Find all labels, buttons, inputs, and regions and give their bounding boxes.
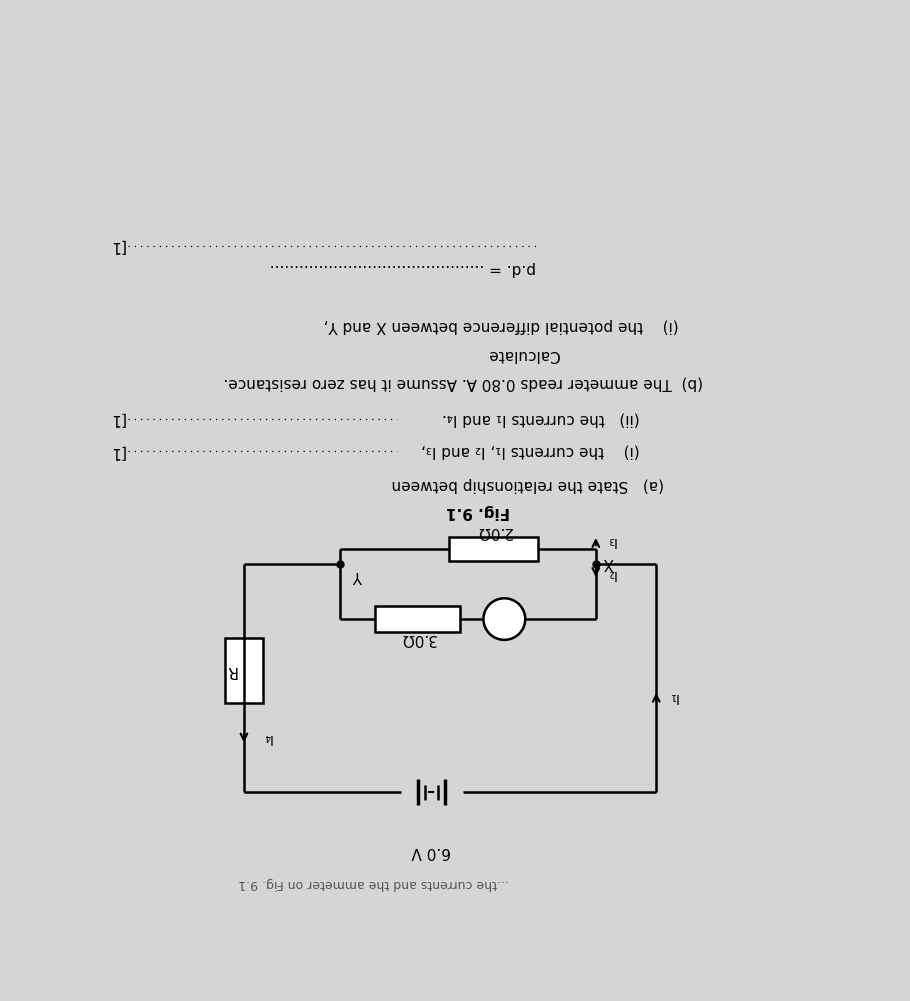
Text: R: R [227,664,237,678]
Bar [375,606,460,633]
Text: (ii)   the currents I₁ and I₄.: (ii) the currents I₁ and I₄. [442,411,664,426]
Text: [1: [1 [109,238,125,253]
Text: (i)    the potential difference between X and Y,: (i) the potential difference between X a… [323,318,703,333]
Text: Calculate: Calculate [490,347,591,362]
Text: [1: [1 [109,443,125,458]
Circle shape [483,599,525,640]
Text: (i)    the currents I₁, I₂ and I₃,: (i) the currents I₁, I₂ and I₃, [421,443,664,458]
Bar [225,638,263,703]
Text: [1: [1 [109,411,125,426]
Text: p.d. = ............................................: p.d. = .................................… [270,261,536,276]
Text: I₂: I₂ [607,568,616,582]
Text: (b)  The ammeter reads 0.80 A. Assume it has zero resistance.: (b) The ammeter reads 0.80 A. Assume it … [223,376,703,391]
Text: ...the currents and the ammeter on Fig. 9.1: ...the currents and the ammeter on Fig. … [238,877,509,890]
Text: X: X [603,555,613,570]
Text: 2.0Ω: 2.0Ω [476,524,511,539]
Text: (a)   State the relationship between: (a) State the relationship between [391,476,664,491]
Text: Y: Y [354,569,363,584]
Text: Fig. 9.1: Fig. 9.1 [446,504,510,519]
Text: I₁: I₁ [669,690,678,704]
Bar [449,537,539,562]
Text: A: A [500,612,510,627]
Text: 6.0 V: 6.0 V [411,844,451,859]
Text: I₃: I₃ [606,534,616,548]
Text: I₄: I₄ [262,731,272,745]
Text: 3.0Ω: 3.0Ω [399,631,436,646]
